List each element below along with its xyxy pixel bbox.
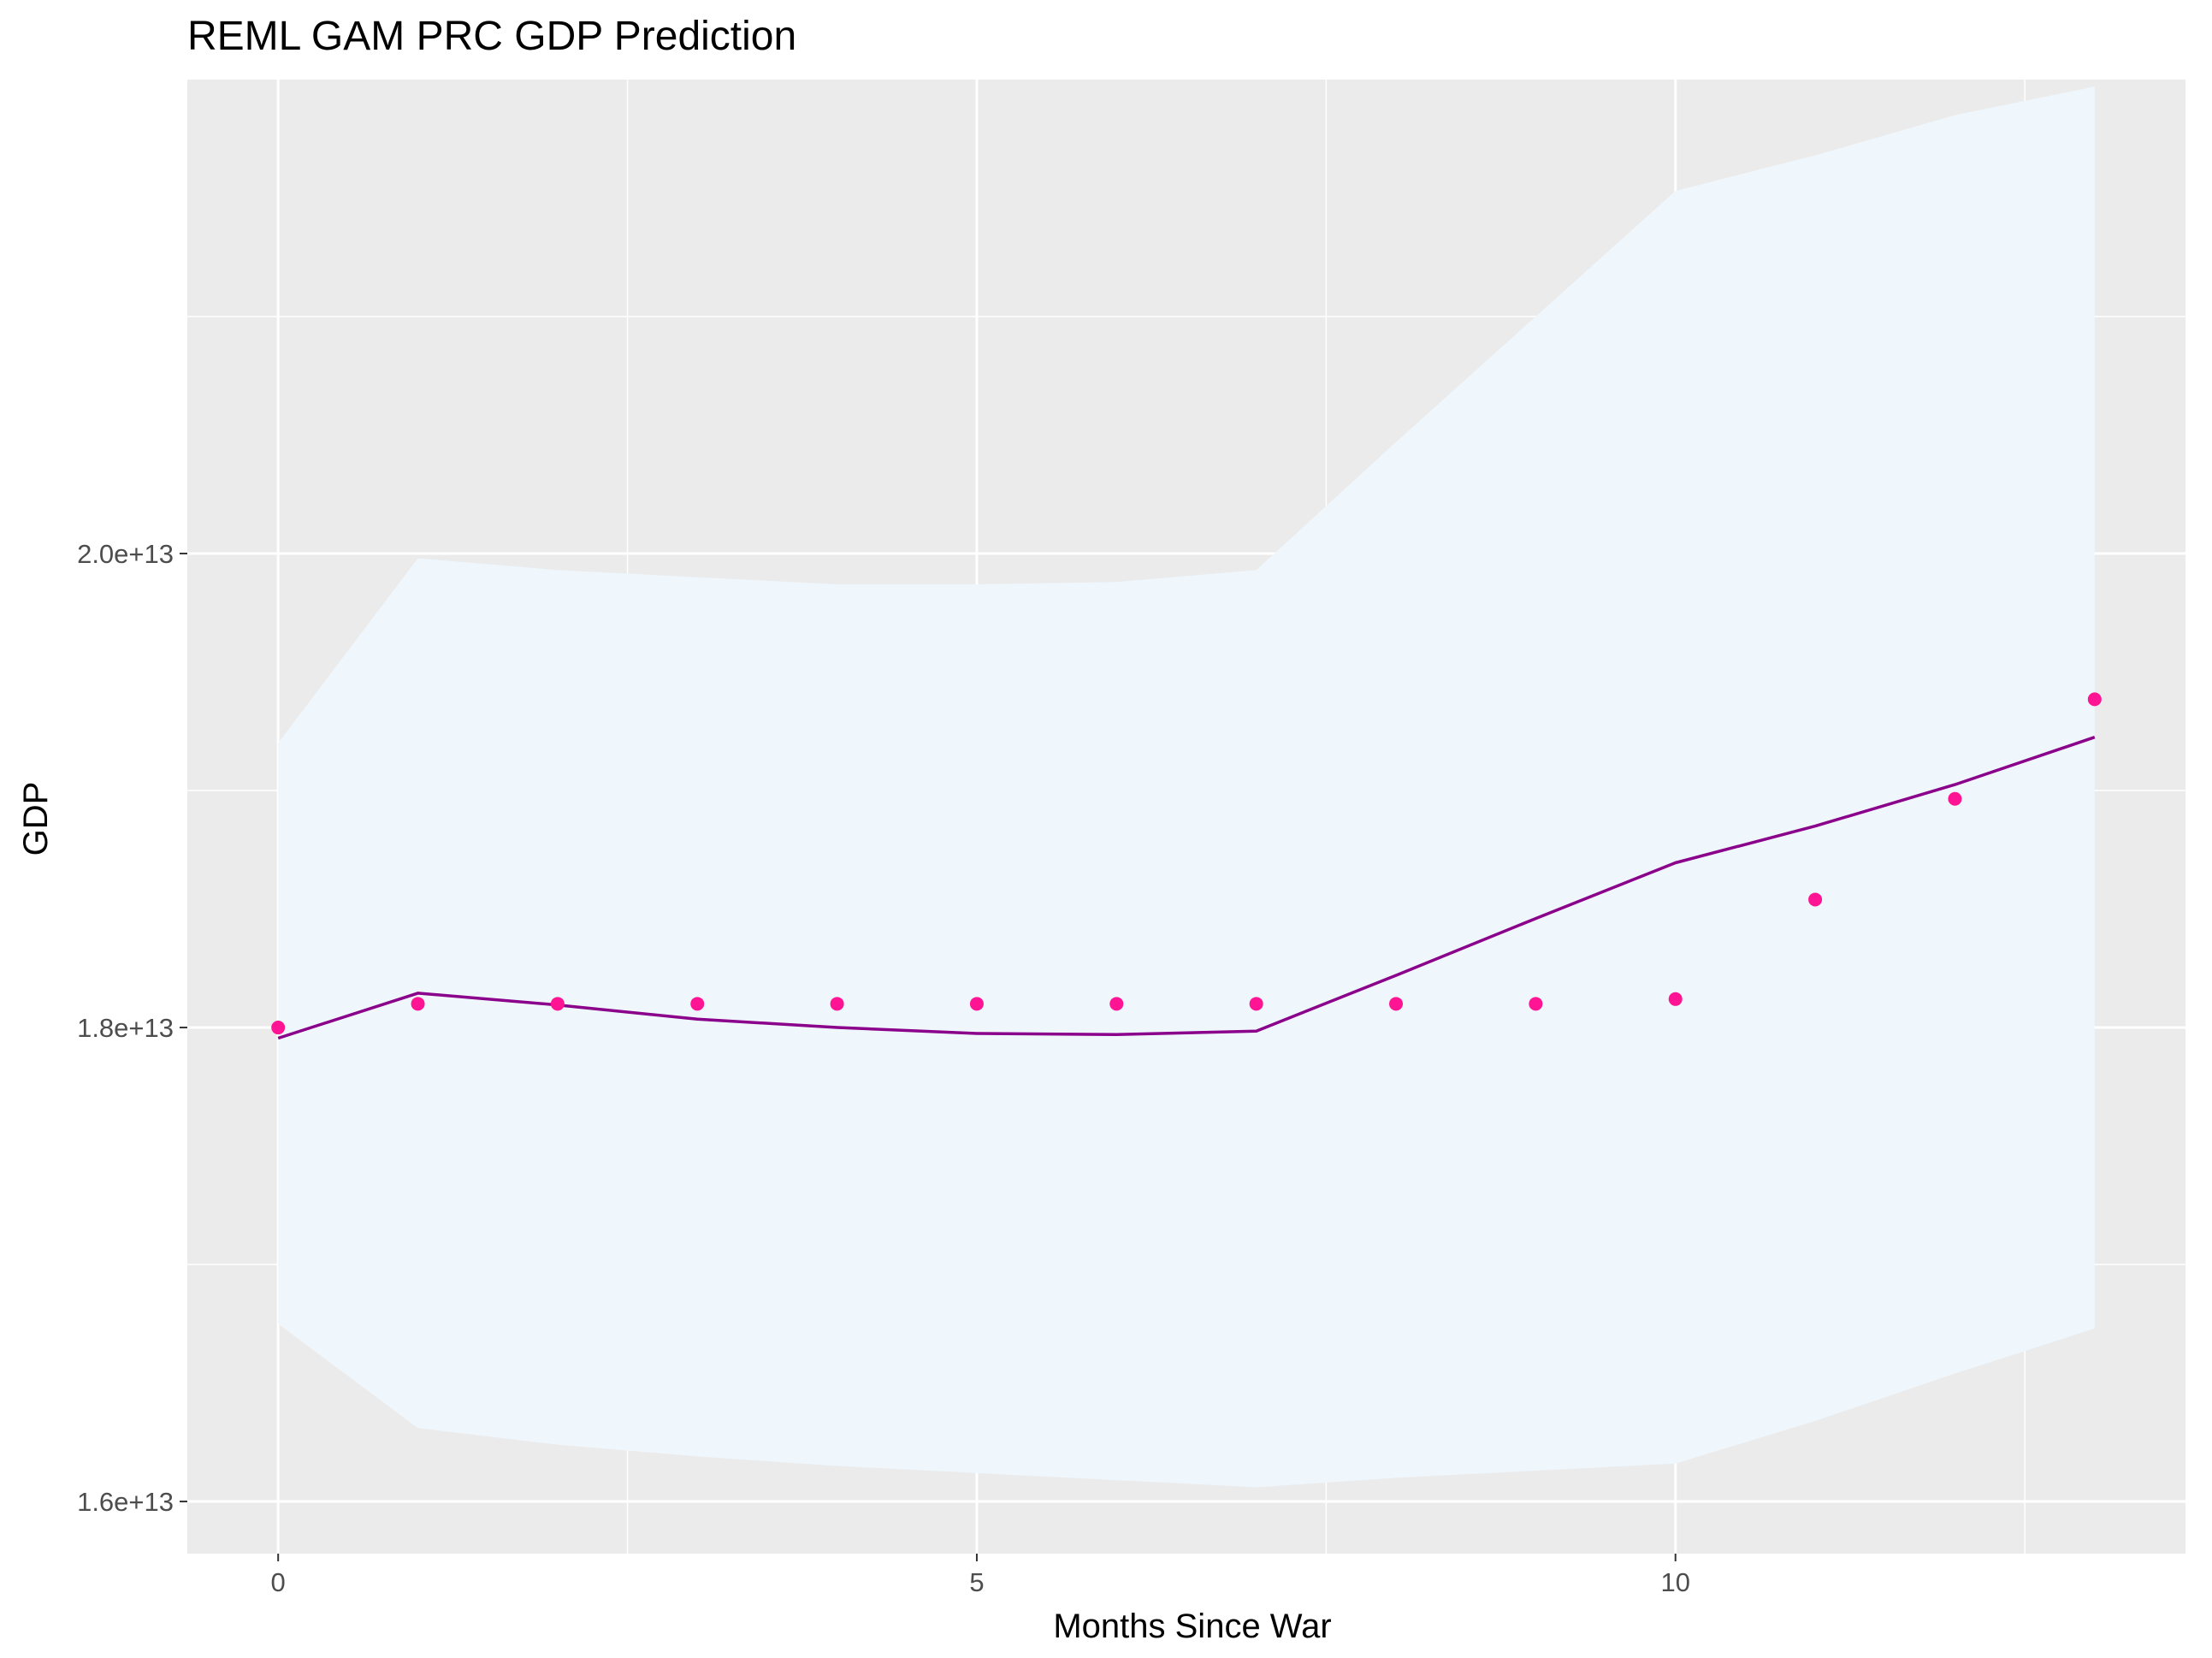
data-point	[1668, 992, 1683, 1006]
y-axis-title: GDP	[17, 782, 55, 856]
y-tick-label: 2.0e+13	[77, 539, 174, 569]
prediction-line-layer	[277, 736, 2096, 1040]
y-tick-label: 1.6e+13	[77, 1487, 174, 1517]
data-point	[271, 1021, 286, 1035]
chart-title: REML GAM PRC GDP Prediction	[187, 14, 796, 59]
data-point	[1249, 997, 1263, 1011]
data-point	[690, 997, 705, 1011]
data-point	[1948, 791, 1962, 806]
data-point	[969, 997, 984, 1011]
data-point	[1529, 997, 1543, 1011]
x-axis: 0 5 10	[271, 1554, 1690, 1597]
data-point	[411, 997, 425, 1011]
confidence-band	[278, 86, 2095, 1488]
x-tick-label: 0	[271, 1567, 286, 1597]
data-point	[1109, 997, 1124, 1011]
data-point	[2087, 692, 2102, 707]
confidence-band-layer	[278, 86, 2095, 1488]
data-point	[830, 997, 844, 1011]
observed-points-layer	[271, 692, 2102, 1035]
x-tick-label: 10	[1661, 1567, 1690, 1597]
y-axis: 1.6e+13 1.8e+13 2.0e+13	[77, 539, 187, 1517]
data-point	[1808, 892, 1823, 907]
prediction-line	[277, 736, 2096, 1040]
y-tick-label: 1.8e+13	[77, 1013, 174, 1043]
x-axis-title: Months Since War	[1053, 1608, 1331, 1645]
data-point	[550, 997, 565, 1011]
data-point	[1389, 997, 1404, 1011]
x-tick-label: 5	[969, 1567, 984, 1597]
